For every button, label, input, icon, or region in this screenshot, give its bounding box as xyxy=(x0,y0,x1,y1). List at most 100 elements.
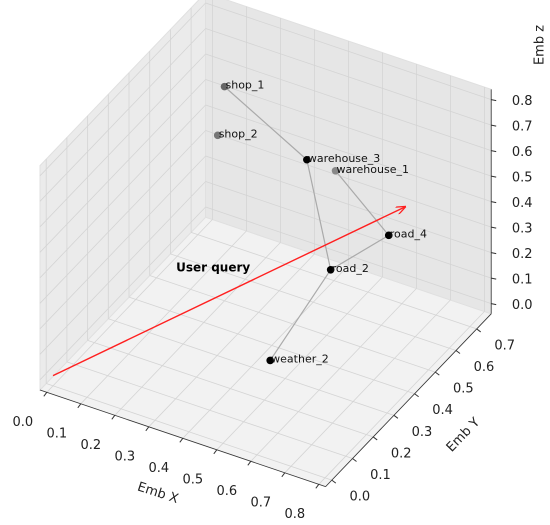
grid-line xyxy=(39,181,206,355)
y-tick xyxy=(393,414,399,419)
x-tick-label: 0.3 xyxy=(114,449,135,464)
annotation: User query xyxy=(176,261,250,275)
grid-line xyxy=(39,28,206,202)
x-tick xyxy=(213,449,218,455)
z-tick xyxy=(491,303,497,306)
point xyxy=(303,155,311,164)
edge xyxy=(269,269,332,361)
grid-line xyxy=(39,79,206,253)
z-tick xyxy=(491,124,497,127)
y-tick-label: 0.5 xyxy=(453,382,474,397)
x-tick-label: 0.7 xyxy=(250,495,271,510)
z-tick-label: 0.4 xyxy=(512,196,533,211)
grid-line xyxy=(205,181,492,279)
grid-line xyxy=(205,155,492,253)
axis-line xyxy=(39,389,326,487)
y-tick-label: 0.7 xyxy=(494,338,515,353)
y-tick xyxy=(352,458,357,462)
query-arrow xyxy=(52,207,405,377)
y-tick xyxy=(476,328,482,333)
grid-line xyxy=(216,276,383,451)
point xyxy=(266,356,274,365)
z-tick-label: 0.5 xyxy=(512,171,533,186)
grid-line xyxy=(170,253,457,351)
grid-line xyxy=(46,383,332,481)
z-tick-label: 0.3 xyxy=(512,222,533,237)
grid-line xyxy=(39,104,206,279)
y-tick xyxy=(372,436,378,441)
x-axis-label: Emb X xyxy=(135,480,180,507)
grid-line xyxy=(205,206,492,304)
point xyxy=(331,166,340,175)
x-tick-label: 0.0 xyxy=(12,415,33,430)
axis-line xyxy=(325,313,492,487)
x-tick xyxy=(43,391,48,397)
x-tick-label: 0.4 xyxy=(148,461,169,476)
y-tick-label: 0.2 xyxy=(391,446,412,461)
z-tick-label: 0.8 xyxy=(512,94,533,109)
point-label: warehouse_3 xyxy=(308,152,380,165)
x-tick-label: 0.1 xyxy=(46,426,67,441)
y-tick-label: 0.0 xyxy=(349,490,370,505)
y-tick xyxy=(455,350,461,354)
x-tick-label: 0.8 xyxy=(284,507,305,522)
x-tick xyxy=(179,437,184,443)
grid-line xyxy=(39,206,206,381)
z-tick xyxy=(491,201,497,204)
point-label: shop_2 xyxy=(219,127,258,140)
x-tick-label: 0.2 xyxy=(80,438,101,453)
x-tick-label: 0.6 xyxy=(216,484,237,499)
y-tick-label: 0.6 xyxy=(474,360,495,375)
x-tick xyxy=(77,403,82,409)
y-axis-label: Emb Y xyxy=(444,415,483,455)
grid-line xyxy=(46,219,213,393)
x-tick xyxy=(281,472,286,478)
grid-line xyxy=(190,231,477,330)
edge xyxy=(330,234,390,271)
grid-line xyxy=(148,253,315,428)
y-tick-label: 0.4 xyxy=(432,403,453,418)
point-label: road_4 xyxy=(390,227,427,240)
grid-line xyxy=(205,53,492,151)
y-tick xyxy=(331,479,337,484)
z-tick xyxy=(491,99,497,102)
grid-line xyxy=(205,2,492,100)
point xyxy=(213,131,222,140)
z-tick xyxy=(491,175,497,178)
grid-line xyxy=(149,275,436,373)
grid-line xyxy=(114,242,281,416)
grid-line xyxy=(39,155,206,330)
y-tick xyxy=(414,393,419,398)
point xyxy=(384,231,393,240)
x-tick xyxy=(247,460,252,466)
point xyxy=(220,82,229,91)
grid-line xyxy=(39,2,206,177)
grid-line xyxy=(66,361,353,459)
edge xyxy=(306,159,332,270)
grid-line xyxy=(39,53,206,228)
grid-line xyxy=(205,79,492,177)
z-tick-label: 0.1 xyxy=(512,273,533,288)
grid-line xyxy=(250,288,417,462)
y-tick-label: 0.3 xyxy=(412,425,433,440)
grid-line xyxy=(318,311,485,485)
x-tick-label: 0.5 xyxy=(182,472,203,487)
grid-line xyxy=(39,130,206,304)
grid-line xyxy=(205,104,492,202)
point-label: warehouse_1 xyxy=(337,163,409,176)
grid-line xyxy=(205,28,492,126)
z-tick-label: 0.7 xyxy=(512,120,533,135)
x-tick xyxy=(315,483,320,489)
grid-line xyxy=(87,339,374,438)
grid-line xyxy=(182,265,349,439)
x-tick xyxy=(111,414,116,420)
z-axis-label: Emb z xyxy=(533,25,548,65)
y-tick-label: 0.1 xyxy=(370,468,391,483)
z-tick xyxy=(491,252,497,255)
edge xyxy=(335,170,390,236)
z-tick-label: 0.2 xyxy=(512,247,533,262)
z-tick-label: 0.6 xyxy=(512,145,533,160)
z-tick-label: 0.0 xyxy=(512,298,533,313)
z-tick xyxy=(491,226,497,229)
